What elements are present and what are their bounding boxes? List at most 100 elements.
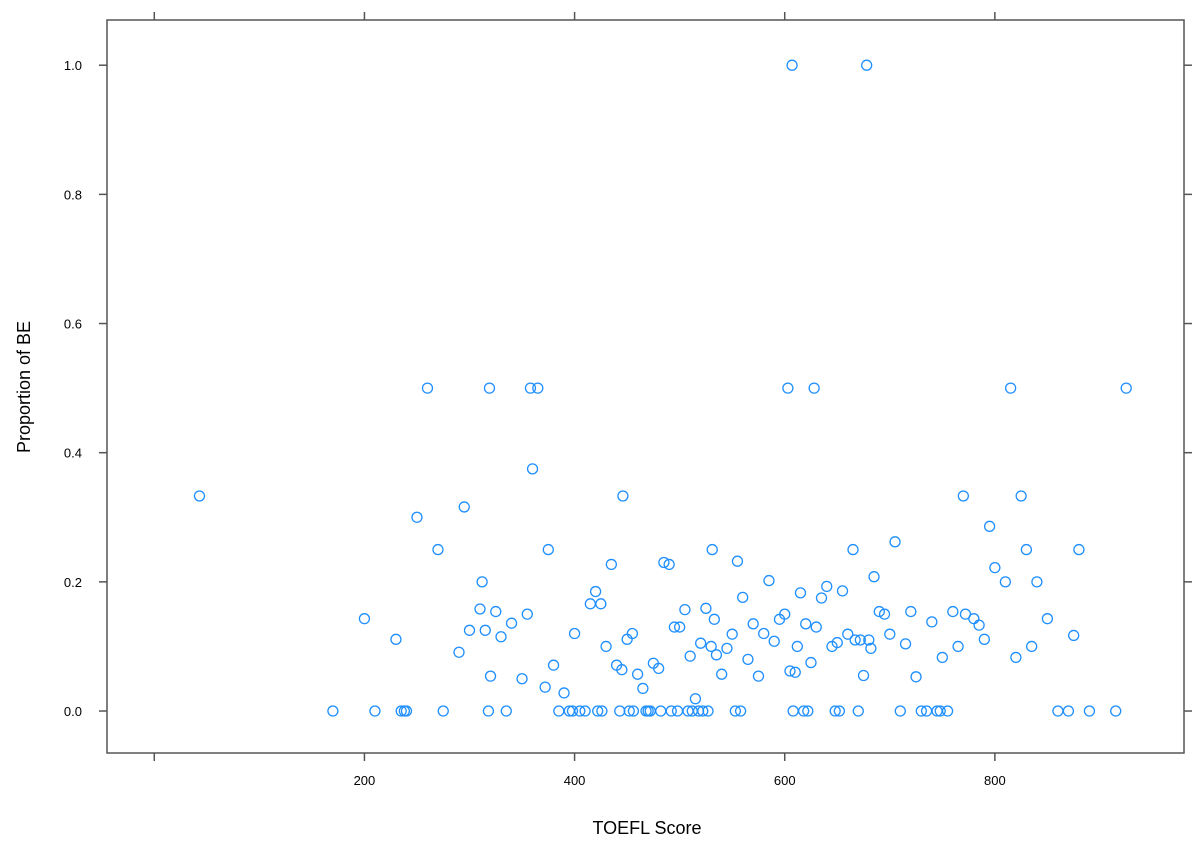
data-point <box>863 634 875 646</box>
data-point <box>779 608 791 620</box>
data-point <box>721 642 733 655</box>
data-point <box>695 637 707 649</box>
data-point <box>802 705 814 717</box>
data-point <box>684 650 696 662</box>
data-point <box>193 490 206 502</box>
data-point <box>705 640 717 653</box>
data-point <box>731 555 744 567</box>
data-point <box>899 638 912 650</box>
data-point <box>453 646 465 658</box>
data-point <box>663 558 675 571</box>
data-point <box>763 574 775 587</box>
data-point <box>854 634 867 646</box>
data-point <box>463 624 476 636</box>
data-point <box>1073 543 1085 556</box>
data-point <box>1031 576 1043 588</box>
data-point <box>1020 543 1033 556</box>
data-point <box>617 490 629 502</box>
data-point <box>857 669 870 682</box>
data-point <box>542 543 554 556</box>
y-tick-label: 0.8 <box>64 187 82 202</box>
data-point <box>395 705 407 717</box>
data-point <box>789 666 801 678</box>
data-point <box>852 705 864 717</box>
data-point <box>589 585 602 598</box>
data-point <box>936 651 948 664</box>
data-point <box>483 382 496 394</box>
data-point <box>1120 382 1132 394</box>
data-point <box>621 633 633 645</box>
x-tick-label: 200 <box>354 773 376 788</box>
data-point <box>752 670 765 682</box>
data-point <box>627 705 640 717</box>
data-point <box>655 705 667 717</box>
data-point <box>614 705 626 717</box>
data-point <box>579 705 591 717</box>
data-point <box>889 536 901 548</box>
data-point <box>716 668 728 680</box>
data-point <box>808 382 820 394</box>
data-point <box>710 649 723 661</box>
data-point <box>1004 382 1017 394</box>
data-point <box>476 576 488 588</box>
data-point <box>616 664 628 676</box>
data-point <box>861 59 873 71</box>
data-point <box>768 635 780 647</box>
data-point <box>782 382 794 394</box>
data-point <box>734 705 747 717</box>
y-tick-label: 0.2 <box>64 575 82 590</box>
data-point <box>810 621 822 633</box>
data-point <box>849 634 861 646</box>
data-point <box>868 571 880 583</box>
data-point <box>327 705 339 717</box>
data-point <box>521 608 533 620</box>
data-point <box>490 605 502 618</box>
data-point <box>815 592 828 604</box>
data-point <box>495 631 507 643</box>
data-point <box>539 681 551 693</box>
data-point <box>926 616 938 628</box>
data-point <box>631 668 644 680</box>
data-point <box>505 617 518 629</box>
data-point <box>479 624 491 636</box>
data-point <box>1052 705 1064 717</box>
y-axis-title: Proportion of BE <box>14 321 34 453</box>
data-point <box>623 705 635 717</box>
data-point <box>805 656 817 669</box>
data-point <box>1010 651 1022 664</box>
data-point <box>794 587 807 599</box>
data-point <box>658 556 670 569</box>
data-point <box>941 705 954 717</box>
data-point <box>865 642 877 655</box>
axis-ticks <box>99 12 1192 761</box>
data-point <box>532 382 544 394</box>
data-point <box>482 705 495 717</box>
y-tick-label: 0.0 <box>64 704 82 719</box>
data-point <box>584 598 596 610</box>
data-point <box>1068 629 1080 642</box>
data-point <box>596 705 608 717</box>
data-point <box>566 705 579 717</box>
data-point <box>797 705 810 717</box>
data-point <box>1015 490 1027 502</box>
data-point <box>821 580 833 593</box>
data-point <box>558 687 570 699</box>
data-point <box>910 671 922 683</box>
data-point <box>842 628 854 640</box>
data-point <box>702 705 714 717</box>
data-point <box>800 618 812 630</box>
data-point <box>1062 705 1075 717</box>
data-point <box>829 705 841 717</box>
data-point <box>915 705 927 717</box>
data-point <box>831 636 843 649</box>
data-point <box>978 633 991 645</box>
data-point <box>833 705 846 717</box>
data-point <box>553 705 565 717</box>
data-point <box>726 628 738 640</box>
data-point <box>574 705 586 717</box>
data-point <box>968 613 980 625</box>
data-point <box>689 693 702 705</box>
data-point <box>878 608 891 620</box>
data-point <box>626 627 639 640</box>
